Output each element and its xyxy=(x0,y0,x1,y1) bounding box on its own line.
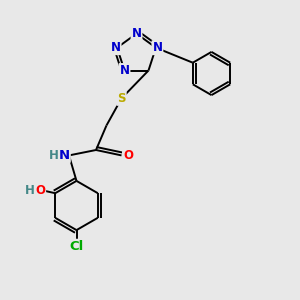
Text: Cl: Cl xyxy=(69,240,84,253)
Text: S: S xyxy=(117,92,126,105)
Text: O: O xyxy=(123,149,133,162)
Text: N: N xyxy=(119,64,130,77)
Text: H: H xyxy=(49,149,58,162)
Text: N: N xyxy=(58,149,70,162)
Text: H: H xyxy=(25,184,34,197)
Text: N: N xyxy=(152,41,162,54)
Text: O: O xyxy=(35,184,45,197)
Text: N: N xyxy=(111,41,121,54)
Text: N: N xyxy=(131,27,142,40)
